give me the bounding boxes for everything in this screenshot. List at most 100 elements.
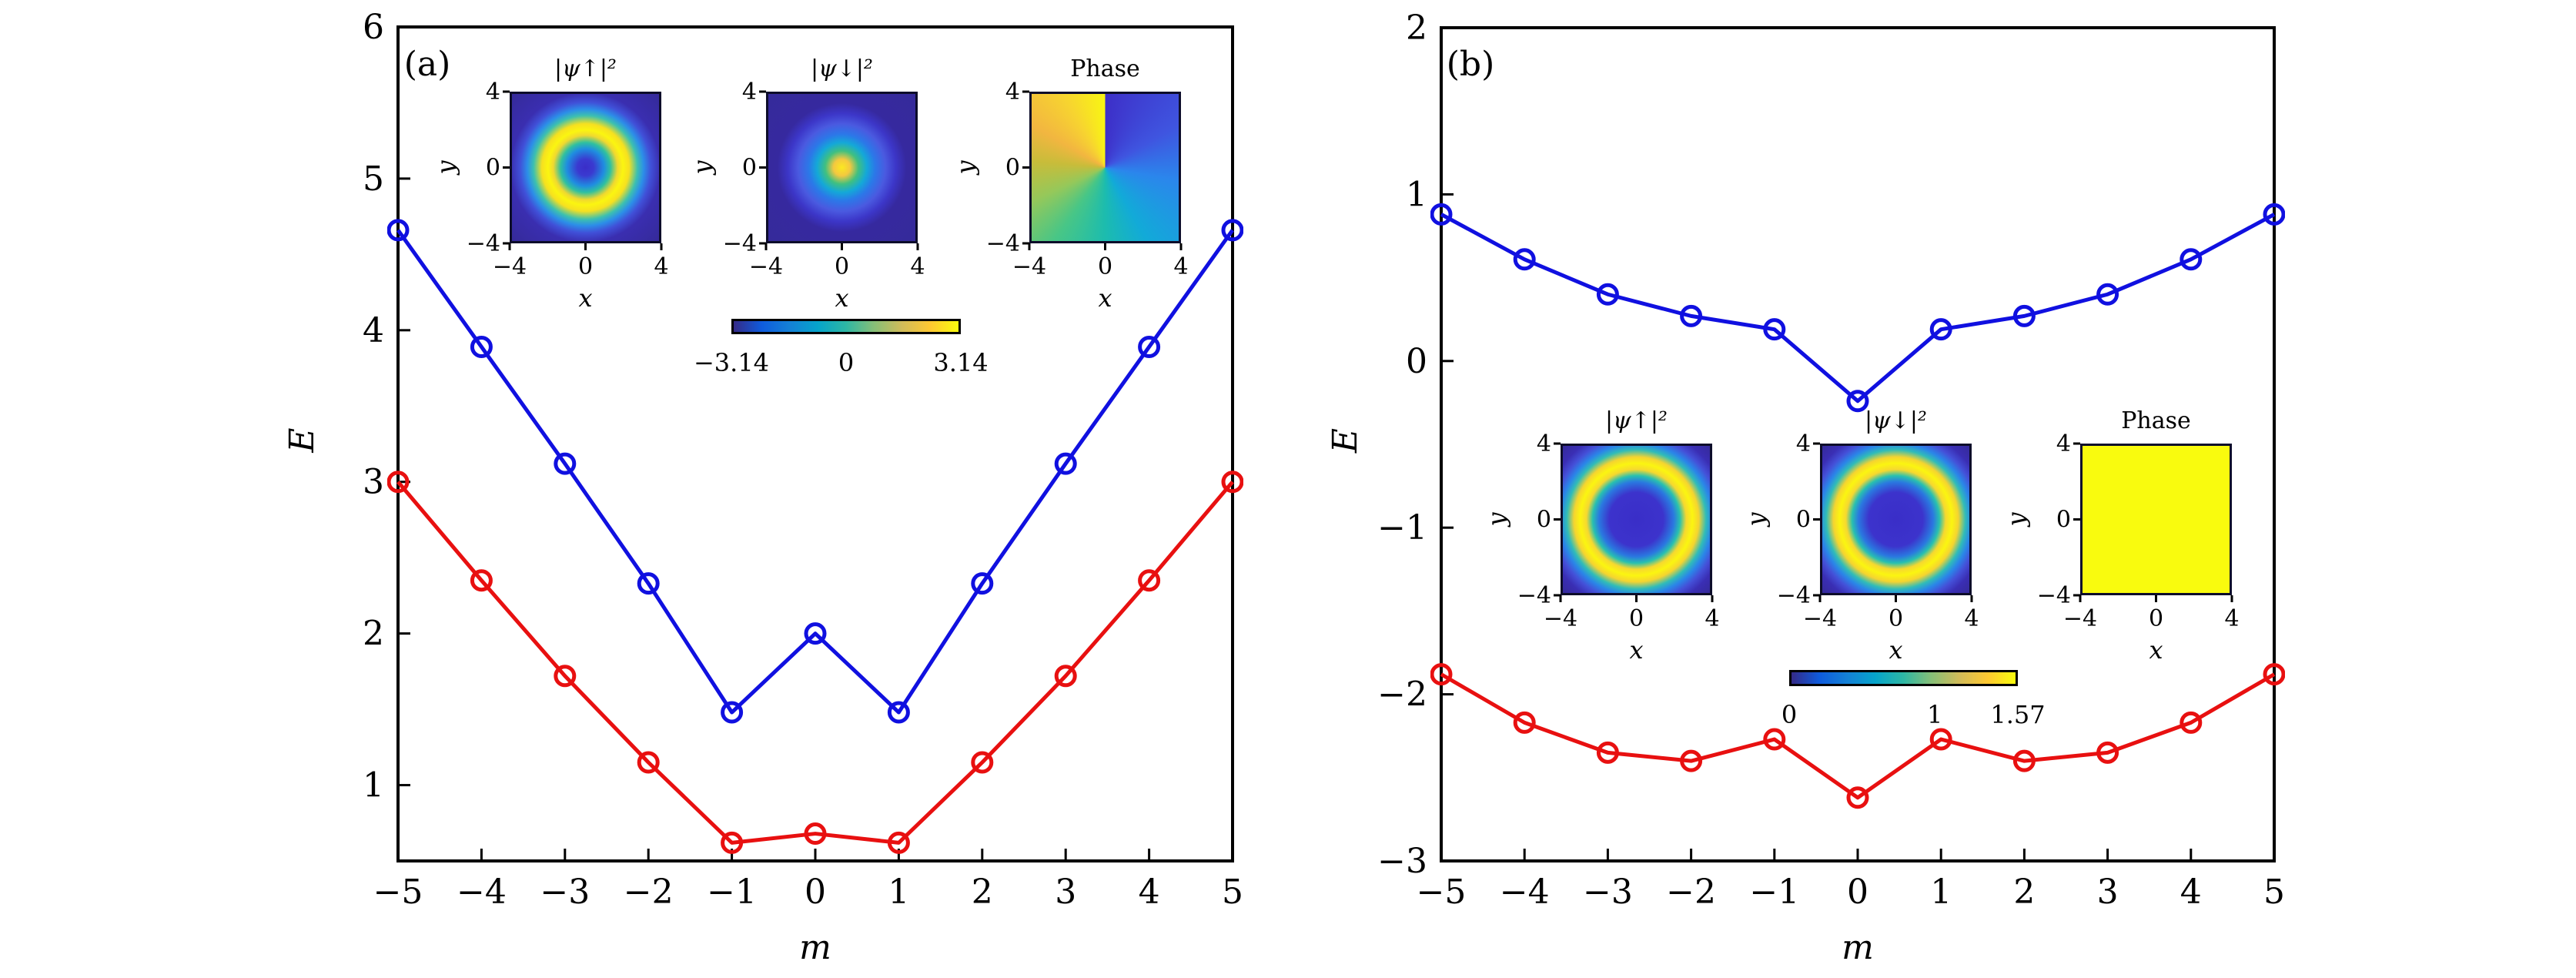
inset-2: |ψ↓|² −4−4 0 0 4 4 x y — [1741, 407, 1979, 665]
panel-label: (a) — [404, 45, 451, 84]
x-tick-label: −5 — [1417, 872, 1467, 912]
x-tick-label: 4 — [2180, 872, 2202, 912]
inset-x-tick-label: 0 — [835, 253, 849, 280]
colorbar-tick-label: 1.57 — [1990, 700, 2045, 729]
inset-y-label: y — [2002, 512, 2031, 528]
data-point — [1763, 728, 1786, 751]
data-point — [2263, 663, 2285, 686]
data-point — [554, 452, 577, 475]
data-point — [470, 335, 493, 358]
inset-x-label: x — [2149, 635, 2163, 665]
y-tick-label: 1 — [1406, 175, 1427, 214]
inset-title: Phase — [1070, 55, 1140, 82]
inset-y-tick-label: −4 — [723, 230, 757, 257]
inset-title: |ψ↓|² — [811, 55, 873, 82]
data-point — [2263, 203, 2285, 226]
data-point — [1929, 318, 1952, 341]
data-point — [887, 701, 910, 724]
inset-heatmap-vortex — [1029, 92, 1181, 243]
y-tick-label: 6 — [363, 8, 384, 47]
y-tick-label: 4 — [363, 311, 384, 350]
data-point — [1596, 741, 1619, 764]
data-point — [971, 572, 994, 595]
x-tick-label: 0 — [1847, 872, 1868, 912]
colorbar-tick-label: 1 — [1927, 700, 1942, 729]
inset-x-tick-label: 4 — [1705, 605, 1719, 632]
series-lower — [387, 471, 1243, 854]
data-point — [804, 822, 827, 846]
data-point — [1054, 665, 1077, 688]
data-point — [1763, 318, 1786, 341]
series-lower — [1430, 663, 2285, 809]
y-tick-label: 5 — [363, 159, 384, 199]
inset-x-tick-label: 0 — [1629, 605, 1644, 632]
inset-y-tick-label: 0 — [486, 155, 500, 182]
series-line — [396, 481, 1234, 845]
y-tick-label: −3 — [1377, 842, 1427, 881]
x-tick-label: 5 — [1222, 872, 1243, 912]
x-tick-label: −4 — [457, 872, 507, 912]
colorbar-tick-label: 0 — [1781, 700, 1797, 729]
inset-y-tick-label: −4 — [986, 230, 1020, 257]
inset-y-tick-label: −4 — [1777, 582, 1811, 609]
inset-y-tick-label: 0 — [1005, 155, 1020, 182]
inset-x-tick-label: 0 — [2149, 605, 2163, 632]
inset-x-tick-label: −4 — [2063, 605, 2097, 632]
data-point — [1138, 335, 1161, 358]
series-upper — [1430, 203, 2285, 413]
x-tick-label: 3 — [1055, 872, 1076, 912]
data-point — [1680, 304, 1703, 327]
inset-x-tick-label: −4 — [1803, 605, 1837, 632]
data-point — [887, 831, 910, 854]
inset-y-label: y — [687, 160, 717, 176]
inset-y-tick-label: 4 — [2056, 430, 2071, 457]
inset-x-tick-label: 0 — [578, 253, 593, 280]
inset-title: |ψ↑|² — [554, 55, 617, 82]
colorbar — [1789, 670, 2018, 686]
data-point — [1430, 663, 1453, 686]
y-tick-label: 0 — [1406, 342, 1427, 381]
colorbar-tick-label: 0 — [838, 348, 854, 377]
inset-y-tick-label: 0 — [1537, 507, 1551, 534]
data-point — [1513, 248, 1536, 271]
x-tick-label: −1 — [707, 872, 757, 912]
data-point — [2096, 741, 2119, 764]
y-tick-label: −2 — [1377, 675, 1427, 715]
inset-y-label: y — [431, 160, 460, 176]
inset-x-tick-label: 4 — [1964, 605, 1979, 632]
data-point — [1680, 749, 1703, 772]
inset-heatmap-spot — [766, 92, 918, 243]
data-point — [2180, 711, 2203, 734]
series-line — [1440, 213, 2276, 404]
inset-y-tick-label: −4 — [1517, 582, 1551, 609]
data-point — [1221, 219, 1243, 242]
panel-label: (b) — [1447, 45, 1495, 84]
inset-y-tick-label: 4 — [1005, 79, 1020, 106]
inset-y-tick-label: 4 — [1537, 430, 1551, 457]
data-point — [387, 471, 410, 494]
data-point — [2012, 304, 2036, 327]
x-tick-label: 0 — [805, 872, 826, 912]
inset-y-label: y — [1482, 512, 1511, 528]
colorbar-tick-label: −3.14 — [694, 348, 769, 377]
x-tick-label: −3 — [1583, 872, 1633, 912]
inset-heatmap-wide-ring — [1820, 444, 1972, 595]
x-tick-label: 2 — [2013, 872, 2035, 912]
x-tick-label: 1 — [1930, 872, 1952, 912]
inset-1: |ψ↑|² −4−4 0 0 4 4 x y — [431, 55, 669, 313]
inset-title: |ψ↑|² — [1605, 407, 1668, 434]
inset-x-tick-label: −4 — [493, 253, 527, 280]
inset-x-tick-label: −4 — [1012, 253, 1046, 280]
inset-heatmap-wide-ring — [1561, 444, 1712, 595]
y-axis-label: E — [1326, 428, 1365, 454]
y-tick-label: 3 — [363, 463, 384, 502]
data-point — [2096, 283, 2119, 306]
data-point — [387, 219, 410, 242]
inset-x-label: x — [1889, 635, 1902, 665]
inset-x-label: x — [835, 283, 848, 313]
inset-x-label: x — [1629, 635, 1643, 665]
inset-y-tick-label: 0 — [2056, 507, 2071, 534]
inset-y-tick-label: −4 — [467, 230, 500, 257]
y-tick-label: 2 — [363, 615, 384, 654]
